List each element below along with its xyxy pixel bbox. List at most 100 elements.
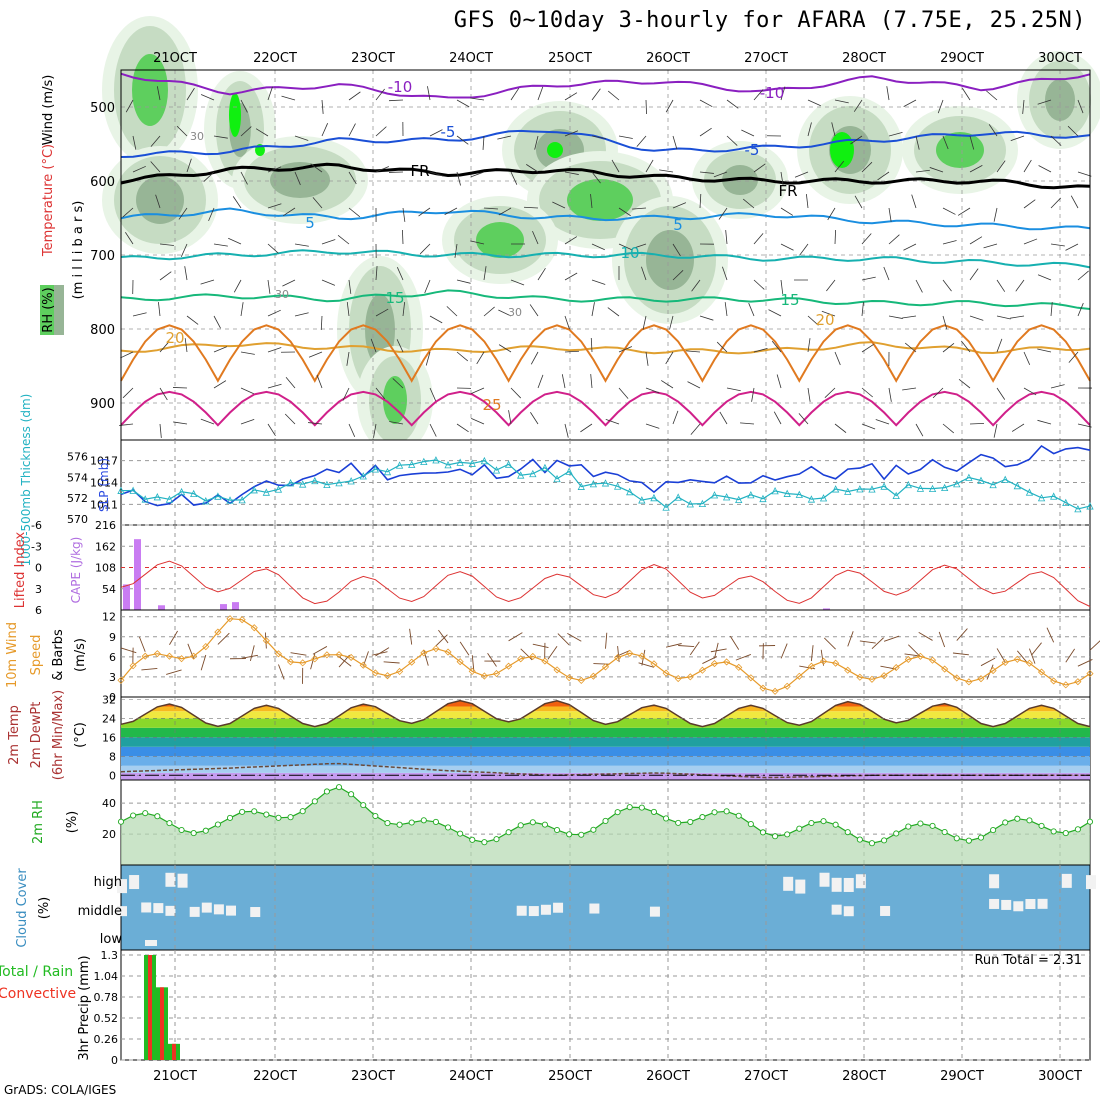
wind-barb: [834, 99, 849, 104]
rh-region: [1045, 79, 1075, 121]
precip-tick: 0.26: [94, 1033, 119, 1046]
cape-tick: 162: [95, 540, 116, 553]
wind-barb: [861, 276, 876, 281]
wind-marker: [626, 649, 634, 657]
pressure-axis-label: (m i l l i b a r s): [71, 201, 86, 300]
cloud-block: [129, 875, 140, 890]
wind-axis-label: (m/s): [73, 638, 88, 672]
slp-panel: [117, 439, 1094, 526]
wind-barb: [859, 640, 876, 644]
wind-barb: [996, 338, 1003, 353]
wind-barb: [741, 129, 755, 137]
wind-barb: [470, 240, 485, 245]
wind-barb: [321, 279, 336, 286]
wind-barb: [942, 315, 948, 330]
cloud-block: [165, 905, 176, 916]
thickness-marker: [565, 467, 573, 475]
isotherm-line: [120, 390, 1091, 427]
wind-barb: [267, 203, 282, 209]
wind-barb: [807, 122, 812, 137]
wind-marker: [1062, 681, 1070, 689]
temp-axis-label: 2m Temp: [7, 705, 22, 765]
thickness-marker: [892, 491, 900, 499]
wind-barb: [552, 201, 566, 209]
wind-barb: [370, 338, 377, 353]
wind-barb: [1023, 159, 1032, 173]
cloud-unit-label: (%): [37, 897, 52, 920]
wind-marker: [783, 682, 791, 690]
rh-marker: [178, 826, 185, 834]
wind-barb: [1010, 135, 1025, 141]
run-total-label: Run Total = 2.31: [974, 953, 1082, 968]
wind-barb: [267, 423, 276, 437]
wind-barb: [780, 171, 784, 186]
wind-barb: [665, 643, 682, 648]
wind-barb: [1046, 627, 1055, 643]
rh-marker: [372, 812, 379, 820]
thickness-marker: [662, 503, 670, 511]
temp-band: [121, 772, 1090, 780]
wind-marker: [553, 666, 561, 674]
wind-marker: [1050, 677, 1058, 685]
temp-line: [120, 699, 1091, 728]
wind-barb: [375, 266, 378, 281]
wind-barb: [278, 664, 285, 680]
wind-barb: [780, 243, 794, 251]
wind-barb: [996, 315, 1011, 320]
thickness-marker: [1025, 488, 1034, 496]
cloud-block: [843, 877, 854, 892]
wind-barb: [1077, 99, 1084, 114]
rh-marker: [142, 810, 149, 817]
wind-barb: [132, 135, 137, 150]
isotherm-line: [120, 162, 1091, 190]
wind-marker: [1074, 678, 1082, 686]
wind-barb: [429, 129, 443, 137]
wind-marker: [723, 658, 731, 666]
wind-barb: [200, 94, 215, 101]
wind-barb: [591, 243, 605, 251]
wind-barb: [710, 648, 727, 653]
wind10m-panel: [117, 609, 1100, 698]
li-tick: -3: [31, 540, 42, 553]
date-label-bottom: 25OCT: [548, 1069, 592, 1084]
cloud-panel: [117, 864, 1096, 951]
wind-marker: [250, 624, 258, 632]
wind-barb: [591, 171, 601, 184]
wind-marker: [747, 674, 755, 682]
rh-marker: [663, 815, 670, 822]
rh-marker: [566, 831, 573, 838]
wind-barb: [1068, 351, 1079, 363]
wind-barb: [993, 207, 998, 222]
rh-marker: [638, 804, 645, 811]
wind-barb: [267, 309, 281, 317]
wind-barb: [996, 648, 1006, 663]
rh-marker: [784, 831, 791, 838]
wind-barb: [726, 135, 738, 146]
precip-axis-label: Convective: [0, 986, 76, 1002]
wind-barb: [1016, 650, 1028, 664]
wind-barb: [240, 99, 248, 113]
thickness-marker: [541, 463, 549, 472]
wind-barb: [807, 99, 821, 107]
thickness-tick: 574: [67, 471, 88, 484]
wind-barb: [240, 418, 255, 425]
precip-tick: 0: [111, 1054, 118, 1067]
wind-barb: [937, 99, 944, 114]
wind-barb: [120, 351, 134, 359]
rh-marker: [202, 827, 209, 834]
wind-barb: [834, 423, 847, 433]
wind-barb: [877, 171, 890, 181]
date-label-bottom: 26OCT: [646, 1069, 690, 1084]
wind-barb: [590, 374, 593, 389]
wind-barb: [348, 207, 361, 218]
wind-barb: [593, 663, 610, 665]
wind-marker: [517, 655, 525, 663]
temp-band: [121, 756, 1090, 766]
wind-barb: [150, 135, 161, 147]
cape-bar: [232, 602, 239, 610]
rh-marker: [881, 837, 888, 844]
date-label-top: 21OCT: [153, 51, 197, 66]
wind-marker: [190, 652, 198, 660]
rh-label: 30: [190, 130, 204, 143]
